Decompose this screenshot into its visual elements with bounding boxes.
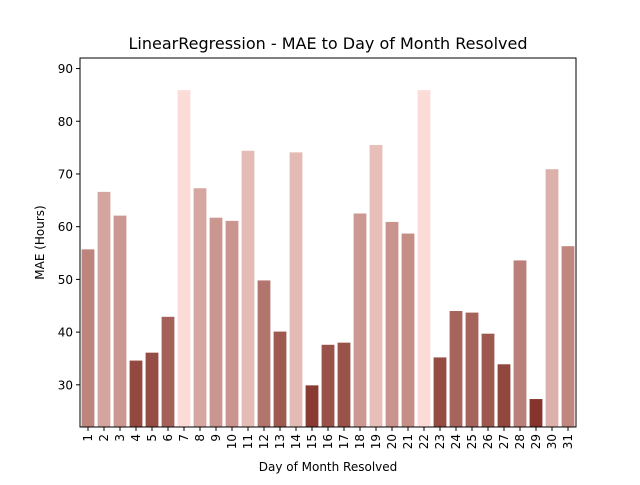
bar-day-16 [321, 344, 335, 427]
x-tick-label: 1 [81, 434, 95, 442]
bar-day-14 [289, 152, 303, 428]
x-tick-label: 6 [161, 434, 175, 442]
x-tick-label: 22 [417, 434, 431, 449]
bar-day-5 [145, 352, 159, 427]
bar-day-20 [385, 221, 399, 427]
x-tick-label: 29 [529, 434, 543, 449]
x-tick-label: 8 [193, 434, 207, 442]
x-tick-label: 17 [337, 434, 351, 449]
bar-day-19 [369, 144, 383, 428]
y-tick-label: 40 [58, 326, 73, 340]
x-tick-label: 23 [433, 434, 447, 449]
bar-day-6 [161, 316, 175, 427]
bars-group [81, 90, 575, 428]
bar-day-18 [353, 213, 367, 427]
x-axis-label: Day of Month Resolved [259, 460, 398, 474]
bar-day-23 [433, 357, 447, 427]
bar-day-10 [225, 220, 239, 427]
bar-day-25 [465, 312, 479, 427]
bar-day-7 [177, 90, 191, 427]
x-tick-label: 24 [449, 434, 463, 449]
bar-day-22 [417, 90, 431, 427]
x-tick-label: 19 [369, 434, 383, 449]
x-tick-label: 7 [177, 434, 191, 442]
x-tick-label: 20 [385, 434, 399, 449]
x-tick-label: 18 [353, 434, 367, 449]
x-tick-label: 10 [225, 434, 239, 449]
bar-day-3 [113, 215, 127, 427]
bar-day-15 [305, 385, 319, 427]
bar-day-9 [209, 217, 223, 427]
bar-day-17 [337, 342, 351, 427]
x-tick-label: 31 [561, 434, 575, 449]
bar-day-11 [241, 150, 255, 427]
bar-day-21 [401, 233, 415, 427]
bar-day-28 [513, 260, 527, 427]
x-tick-label: 26 [481, 434, 495, 449]
x-tick-label: 21 [401, 434, 415, 449]
x-tick-label: 14 [289, 434, 303, 449]
x-tick-label: 3 [113, 434, 127, 442]
x-tick-label: 28 [513, 434, 527, 449]
bar-day-27 [497, 364, 511, 427]
bar-day-30 [545, 169, 559, 428]
x-tick-label: 15 [305, 434, 319, 449]
x-tick-label: 2 [97, 434, 111, 442]
bar-day-12 [257, 280, 271, 427]
plot-frame [79, 57, 577, 428]
y-tick-label: 80 [58, 115, 73, 129]
y-tick-label: 50 [58, 273, 73, 287]
bar-day-31 [561, 246, 575, 427]
x-tick-label: 13 [273, 434, 287, 449]
bar-day-24 [449, 311, 463, 427]
x-tick-label: 5 [145, 434, 159, 442]
bar-day-8 [193, 188, 207, 427]
y-tick-label: 70 [58, 167, 73, 181]
bar-day-1 [81, 249, 95, 427]
y-axis-label: MAE (Hours) [33, 205, 47, 279]
bar-day-26 [481, 333, 495, 427]
bar-day-4 [129, 360, 143, 427]
x-tick-label: 4 [129, 434, 143, 442]
x-axis: 1 2 3 4 5 6 7 8 9 10 11 12 13 14 15 16 17 18 19 20 21 22 23 24 2… [81, 427, 575, 449]
chart-title: LinearRegression - MAE to Day of Month R… [129, 34, 528, 53]
x-tick-label: 30 [545, 434, 559, 449]
bar-day-29 [529, 399, 543, 427]
x-tick-label: 25 [465, 434, 479, 449]
x-tick-label: 9 [209, 434, 223, 442]
x-tick-label: 11 [241, 434, 255, 449]
bar-day-13 [273, 331, 287, 427]
bar-day-2 [97, 191, 111, 427]
x-tick-label: 12 [257, 434, 271, 449]
y-tick-label: 60 [58, 220, 73, 234]
y-tick-label: 30 [58, 378, 73, 392]
y-axis: 30 40 50 60 70 80 90 [58, 62, 80, 392]
x-tick-label: 16 [321, 434, 335, 449]
y-tick-label: 90 [58, 62, 73, 76]
x-tick-label: 27 [497, 434, 511, 449]
